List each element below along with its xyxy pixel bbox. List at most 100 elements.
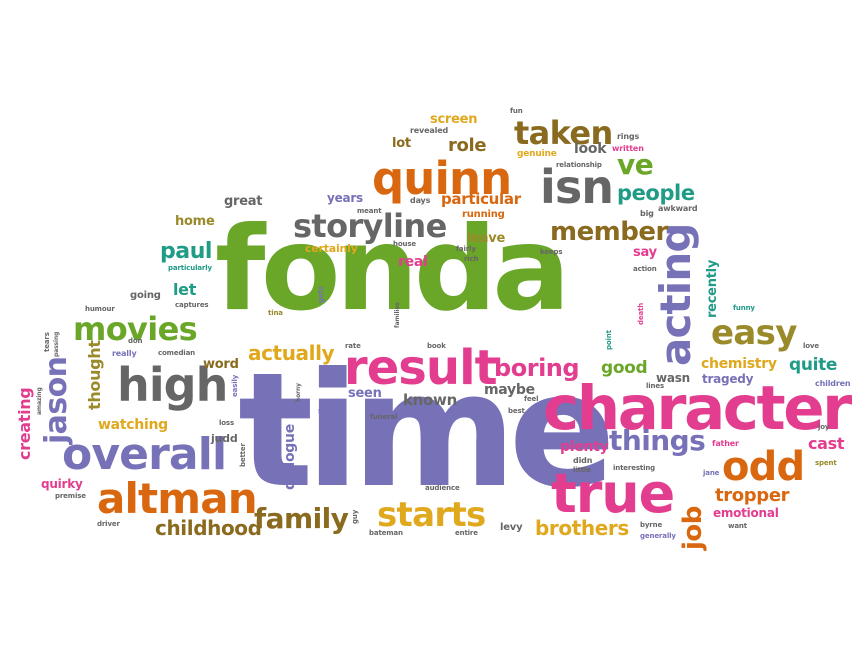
word-known: known: [403, 391, 457, 409]
word-good: good: [601, 358, 648, 378]
word-judd: judd: [211, 432, 238, 445]
word-screen: screen: [430, 112, 478, 127]
word-leave: leave: [467, 231, 506, 246]
word-action: action: [633, 265, 657, 273]
word-point: point: [605, 330, 613, 350]
word-fonda: fonda: [215, 202, 570, 337]
word-tropper: tropper: [715, 485, 790, 506]
word-dialogue: dialogue: [282, 424, 298, 490]
word-father: father: [712, 439, 739, 448]
word-high: high: [117, 358, 228, 412]
word-tragedy: tragedy: [702, 372, 754, 386]
word-horny: horny: [295, 383, 302, 402]
word-rich: rich: [464, 255, 479, 263]
word-people: people: [617, 181, 695, 205]
word-children: children: [815, 379, 851, 388]
word-amazing: amazing: [36, 387, 43, 415]
word-big: big: [640, 209, 654, 218]
word-creating: creating: [15, 387, 34, 460]
word-thought: thought: [85, 340, 104, 410]
word-true: true: [551, 462, 675, 525]
word-going: going: [130, 290, 161, 301]
word-death: death: [637, 302, 645, 325]
word-rings: rings: [617, 132, 640, 141]
word-real: real: [398, 254, 428, 270]
word-quinn: quinn: [372, 152, 512, 205]
word-watching: watching: [98, 417, 168, 433]
word-interesting: interesting: [613, 464, 656, 472]
word-keeps: keeps: [540, 248, 563, 256]
word-jason: jason: [39, 356, 74, 444]
word-humour: humour: [85, 305, 115, 313]
word-written: written: [612, 144, 644, 153]
word-chemistry: chemistry: [701, 356, 777, 372]
word-fairly: fairly: [456, 245, 476, 253]
word-generally: generally: [640, 532, 676, 540]
word-comedian: comedian: [158, 349, 195, 357]
word-result: result: [344, 340, 498, 396]
word-loss: loss: [219, 419, 234, 427]
word-bateman: bateman: [369, 529, 403, 537]
word-job: job: [678, 506, 708, 550]
word-spent: spent: [815, 459, 837, 467]
word-overall: overall: [62, 429, 227, 480]
word-meant: meant: [357, 207, 382, 215]
word-lines: lines: [646, 382, 664, 390]
word-audience: audience: [425, 484, 460, 492]
word-easy: easy: [711, 313, 797, 353]
word-better: better: [239, 443, 247, 467]
word-emotional: emotional: [713, 506, 779, 520]
word-family: family: [254, 502, 349, 535]
word-awkward: awkward: [658, 204, 698, 213]
word-look: look: [574, 141, 607, 157]
word-cast: cast: [808, 434, 845, 453]
word-particularly: particularly: [168, 264, 212, 272]
word-fun: fun: [510, 107, 523, 115]
word-best: best: [508, 407, 525, 415]
word-role: role: [448, 135, 487, 156]
word-house: house: [393, 240, 416, 248]
word-time: time: [238, 339, 616, 523]
word-plenty: plenty: [560, 439, 609, 455]
word-book: book: [427, 342, 446, 350]
word-guy: guy: [351, 509, 359, 524]
word-home: home: [175, 214, 215, 229]
word-ve: ve: [617, 148, 654, 181]
word-tears: tears: [43, 332, 51, 352]
word-relationship: relationship: [556, 161, 602, 169]
word-boring: boring: [494, 354, 580, 382]
word-things: things: [609, 424, 706, 457]
word-joy: joy: [818, 423, 830, 431]
word-entire: entire: [455, 529, 478, 537]
word-rate: rate: [345, 342, 361, 350]
word-byrne: byrne: [640, 521, 663, 529]
word-childhood: childhood: [155, 516, 262, 540]
word-funeral: funeral: [370, 413, 398, 421]
word-quite: quite: [789, 355, 838, 375]
word-brothers: brothers: [535, 516, 629, 540]
word-gets: gets: [317, 286, 325, 303]
word-lot: lot: [392, 136, 411, 151]
word-paul: paul: [160, 239, 213, 264]
word-running: running: [462, 209, 505, 220]
word-really: really: [112, 349, 137, 358]
word-character: character: [543, 373, 852, 444]
word-didn: didn: [573, 456, 593, 465]
word-starts: starts: [377, 495, 486, 535]
word-certainly: certainly: [305, 242, 358, 255]
word-love: love: [803, 342, 819, 350]
word-passing: passing: [53, 331, 60, 357]
word-maybe: maybe: [484, 382, 535, 398]
word-odd: odd: [722, 444, 805, 490]
word-said: said: [318, 407, 334, 415]
word-actually: actually: [248, 341, 335, 365]
word-don: don: [128, 337, 143, 345]
word-member: member: [550, 217, 668, 247]
word-days: days: [410, 196, 431, 205]
word-movies: movies: [73, 310, 198, 348]
word-recently: recently: [705, 259, 720, 318]
word-families: families: [394, 302, 401, 328]
word-funny: funny: [733, 304, 755, 312]
word-revealed: revealed: [410, 126, 449, 135]
